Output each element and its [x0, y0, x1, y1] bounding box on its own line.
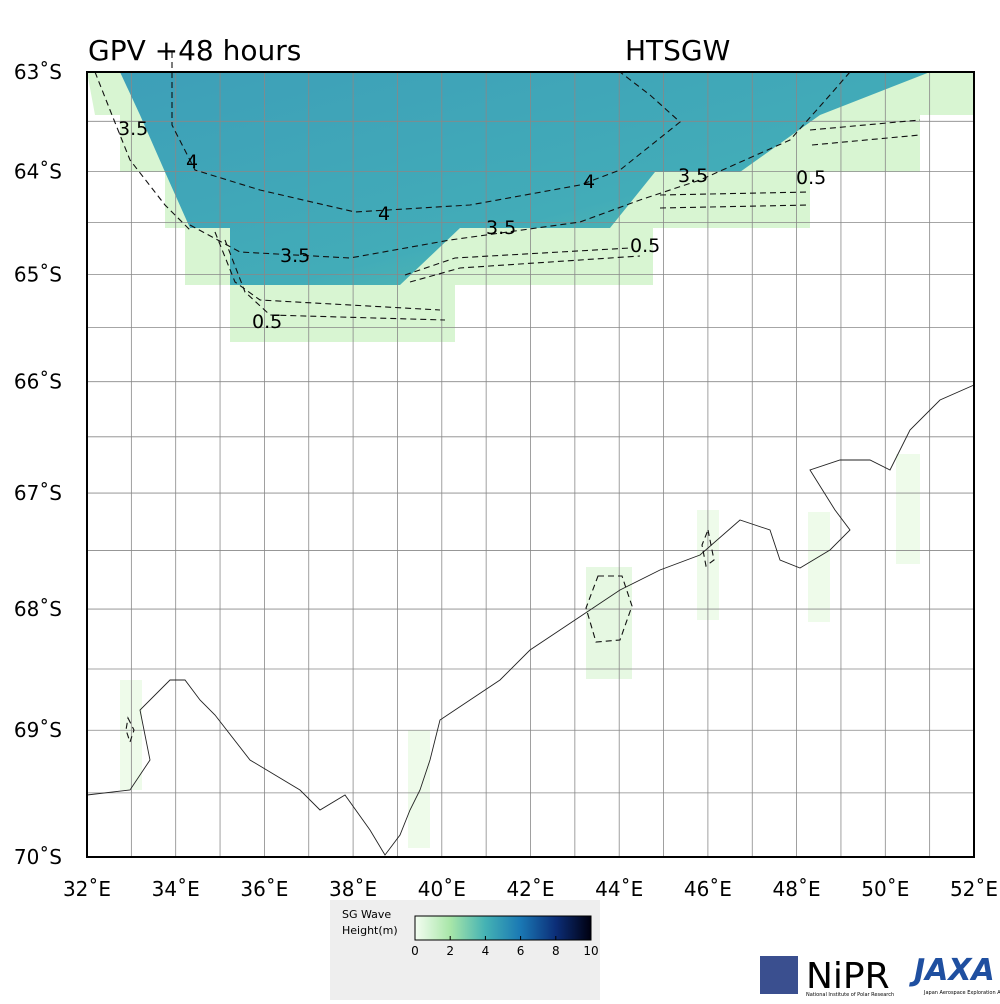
lat-tick-label: 69˚S — [14, 718, 62, 742]
lon-tick-label: 38˚E — [329, 877, 377, 901]
lon-tick-label: 50˚E — [861, 877, 909, 901]
contours — [94, 52, 921, 744]
logo-nipr-sub: National Institute of Polar Research — [806, 992, 894, 998]
variable-name: HTSGW — [625, 34, 730, 67]
contour-label: 0.5 — [630, 235, 660, 257]
contour-label: 0.5 — [796, 167, 826, 189]
lon-tick-label: 34˚E — [152, 877, 200, 901]
colorbar-tick-label: 8 — [552, 944, 560, 958]
lat-tick-label: 64˚S — [14, 160, 62, 184]
lon-tick-label: 48˚E — [773, 877, 821, 901]
contour-label: 4 — [583, 171, 595, 193]
colorbar-panel: SG Wave Height(m) 0 2 4 6 8 10 — [330, 900, 600, 1000]
lon-tick-label: 52˚E — [950, 877, 998, 901]
lat-tick-label: 66˚S — [14, 370, 62, 394]
contour-label: 3.5 — [118, 118, 148, 140]
colorbar-tick-label: 6 — [517, 944, 525, 958]
lon-tick-label: 40˚E — [418, 877, 466, 901]
colorbar-tick-label: 2 — [446, 944, 454, 958]
logo-jaxa: JAXA — [909, 953, 995, 988]
logo-nipr: NiPR — [806, 956, 890, 997]
logos: NiPR National Institute of Polar Researc… — [760, 953, 1000, 998]
lat-tick-label: 67˚S — [14, 481, 62, 505]
map-title: GPV +48 hours — [88, 34, 301, 67]
coastline — [86, 384, 975, 856]
lon-tick-label: 42˚E — [506, 877, 554, 901]
map-frame — [86, 71, 975, 858]
contour-label: 3.5 — [486, 217, 516, 239]
lon-tick-label: 44˚E — [595, 877, 643, 901]
logo-jaxa-sub: Japan Aerospace Exploration Agency — [923, 990, 1000, 996]
lat-tick-label: 68˚S — [14, 597, 62, 621]
lon-tick-label: 46˚E — [684, 877, 732, 901]
contour-label: 0.5 — [252, 311, 282, 333]
contour-label: 3.5 — [280, 245, 310, 267]
contour-labels: 4 4 4 3.5 3.5 3.5 3.5 0.5 0.5 0.5 — [118, 118, 826, 333]
lat-tick-label: 65˚S — [14, 263, 62, 287]
lon-tick-label: 32˚E — [63, 877, 111, 901]
contour-label: 4 — [378, 203, 390, 225]
contour-label: 3.5 — [678, 165, 708, 187]
colorbar-tick-label: 10 — [583, 944, 598, 958]
lat-tick-label: 63˚S — [14, 60, 62, 84]
colorbar-tick-label: 0 — [411, 944, 419, 958]
colorbar-label: Height(m) — [342, 924, 398, 937]
contour-label: 4 — [186, 151, 198, 173]
graticule — [86, 71, 975, 858]
colorbar-tick-label: 4 — [482, 944, 490, 958]
colorbar-label: SG Wave — [342, 908, 391, 921]
lat-tick-label: 70˚S — [14, 845, 62, 869]
lon-tick-label: 36˚E — [240, 877, 288, 901]
